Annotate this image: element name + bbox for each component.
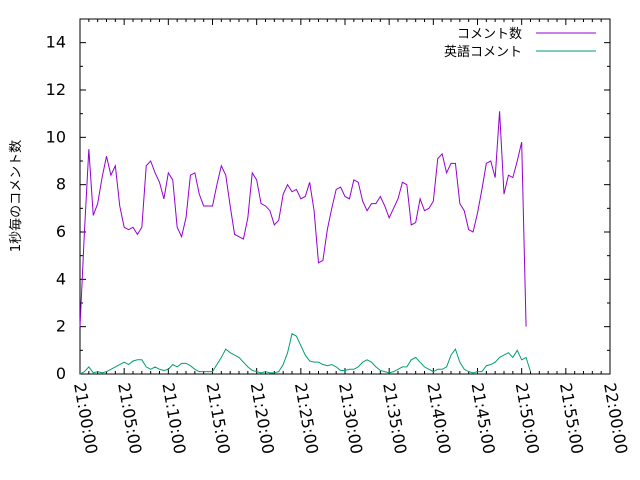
y-tick-label: 4 [56,269,66,288]
x-tick-label: 21:50:00 [512,381,543,455]
x-tick-label: 21:05:00 [114,381,145,455]
y-tick-label: 12 [46,80,66,99]
x-tick-label: 21:00:00 [70,381,101,455]
y-axis: 0 2 4 6 8 10 12 14 [46,33,610,383]
y-tick-label: 6 [56,222,66,241]
legend-label: 英語コメント [444,44,522,60]
x-tick-label: 21:45:00 [468,381,499,455]
series-group [79,111,531,375]
y-tick-label: 2 [56,317,66,336]
x-axis: 21:00:00 21:05:00 21:10:00 21:15:00 21:20:00… [70,19,631,455]
x-tick-label: 21:25:00 [291,381,322,455]
y-tick-label: 0 [56,364,66,383]
series-line-2 [79,333,531,375]
x-tick-label: 21:30:00 [335,381,366,455]
y-tick-label: 14 [46,33,66,52]
x-tick-label: 21:20:00 [247,381,278,455]
legend-label: コメント数 [457,27,522,42]
y-tick-label: 8 [56,175,66,194]
y-tick-label: 10 [46,127,66,146]
x-tick-label: 21:40:00 [423,381,454,455]
x-tick-label: 21:10:00 [158,381,189,455]
x-tick-label: 21:35:00 [379,381,410,455]
x-tick-label: 21:55:00 [556,381,587,455]
x-tick-label: 21:15:00 [203,381,234,455]
series-line-1 [79,111,527,327]
x-tick-label: 22:00:00 [600,381,631,455]
y-axis-label: 1秒毎のコメント数 [8,140,24,252]
